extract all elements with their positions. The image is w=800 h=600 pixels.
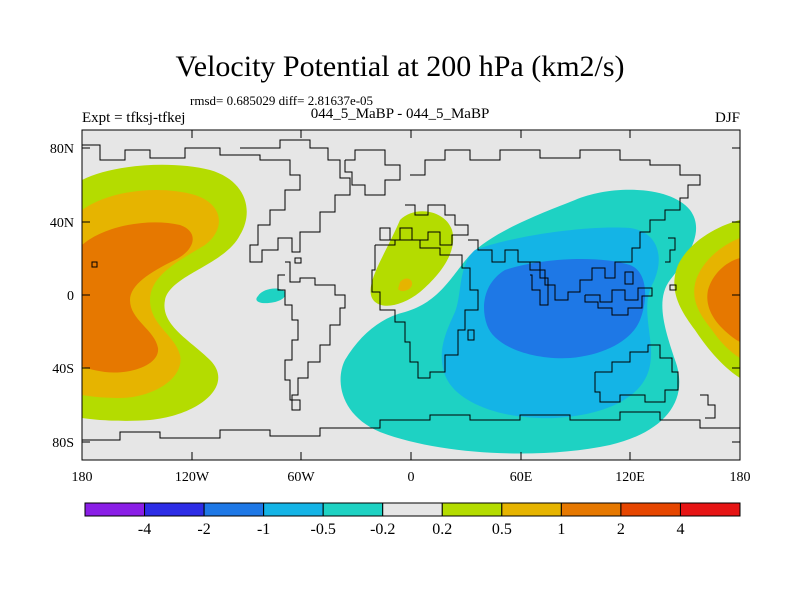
- comparison-label: 044_5_MaBP - 044_5_MaBP: [310, 106, 490, 122]
- season-label: DJF: [714, 110, 740, 126]
- contour-east-blue: [484, 258, 646, 359]
- coastline-south-america: [277, 261, 346, 411]
- lat-tick-label: 0: [67, 289, 74, 304]
- island-pacific: [669, 284, 677, 291]
- contour-samerica-teal: [256, 288, 286, 304]
- colorbar-label: 4: [676, 521, 684, 538]
- colorbar-swatch: [679, 502, 741, 517]
- colorbar-label: -2: [197, 521, 210, 538]
- contour-africa-yellow: [398, 278, 413, 292]
- coastline-africa: [371, 239, 479, 379]
- coastline-india: [530, 261, 549, 306]
- lat-tick-label: 40S: [52, 362, 74, 377]
- colorbar-swatch: [144, 502, 205, 517]
- colorbar-swatch: [382, 502, 443, 517]
- colorbar-swatch: [501, 502, 562, 517]
- lon-tick-label: 60E: [510, 470, 533, 485]
- lon-tick-label: 120W: [175, 470, 210, 485]
- colorbar-swatch: [441, 502, 503, 517]
- coastline-maritime: [584, 287, 653, 316]
- lon-tick-label: 0: [408, 470, 415, 485]
- island-madagascar: [467, 329, 475, 341]
- lat-tick-label: 80S: [52, 436, 74, 451]
- island-philippines: [624, 271, 634, 285]
- colorbar-label: 1: [557, 521, 565, 538]
- coastline-greenland: [344, 149, 401, 196]
- colorbar-label: -0.5: [311, 521, 336, 538]
- lon-tick-label: 60W: [287, 470, 315, 485]
- colorbar-swatch: [560, 502, 622, 517]
- island-hawaii: [91, 261, 98, 268]
- colorbar-label: -4: [138, 521, 151, 538]
- coastline-new-zealand: [700, 394, 716, 419]
- axis-ticks: [81, 130, 741, 460]
- colorbar-label: 0.2: [432, 521, 452, 538]
- coastlines: [82, 139, 740, 441]
- coastline-north-america: [82, 139, 351, 263]
- colorbar-label: 2: [617, 521, 625, 538]
- colorbar-swatch: [263, 502, 324, 517]
- colorbar-label: 0.5: [492, 521, 512, 538]
- contour-east-orange: [707, 258, 740, 342]
- lon-tick-label: 180: [72, 470, 93, 485]
- island-caribbean: [294, 257, 302, 264]
- lon-tick-label: 180: [730, 470, 751, 485]
- contour-africa-green: [370, 211, 454, 306]
- colorbar-swatch: [620, 502, 681, 517]
- map-title: Velocity Potential at 200 hPa (km2/s): [175, 50, 625, 83]
- coastline-australia: [594, 344, 679, 403]
- colorbar-swatch: [84, 502, 146, 517]
- coastline-asia: [410, 149, 701, 301]
- map-plot-area: [82, 130, 740, 460]
- lon-tick-labels: 180 120W 60W 0 60E 120E 180: [72, 470, 751, 485]
- lon-tick-label: 120E: [615, 470, 645, 485]
- colorbar: -4 -2 -1 -0.5 -0.2 0.2 0.5 1 2 4: [84, 502, 741, 538]
- lat-tick-labels: 80N 40N 0 40S 80S: [50, 142, 74, 451]
- lat-tick-label: 40N: [50, 216, 74, 231]
- experiment-label: Expt = tfksj-tfkej: [82, 110, 186, 126]
- lat-tick-label: 80N: [50, 142, 74, 157]
- colorbar-label: -0.2: [370, 521, 395, 538]
- colorbar-label: -1: [257, 521, 270, 538]
- coastline-antarctica: [82, 411, 740, 441]
- coastline-japan: [665, 237, 676, 263]
- coastline-europe: [379, 204, 469, 246]
- colorbar-swatch: [322, 502, 384, 517]
- contour-west-orange: [82, 222, 193, 373]
- stats-label: rmsd= 0.685029 diff= 2.81637e-05: [190, 93, 374, 108]
- colorbar-swatch: [203, 502, 265, 517]
